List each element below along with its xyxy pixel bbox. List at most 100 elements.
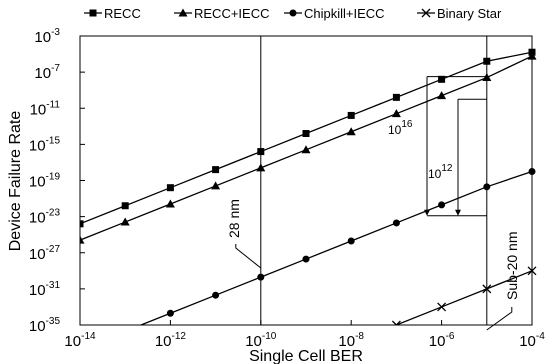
data-point-binary-star <box>391 320 401 325</box>
data-point-chipkill-iecc <box>483 183 491 191</box>
y-tick-label-base: 10 <box>29 210 46 227</box>
y-tick-label-exponent: -3 <box>51 27 60 38</box>
y-tick-label-exponent: -7 <box>51 63 60 74</box>
data-point-recc-iecc <box>482 73 492 82</box>
data-point-recc-iecc <box>346 127 356 136</box>
data-point-recc-iecc <box>301 145 311 154</box>
y-tick-label-base: 10 <box>29 318 46 335</box>
y-tick-label-exponent: -35 <box>46 316 61 327</box>
x-axis-label: Single Cell BER <box>249 348 363 364</box>
x-axis: 10-14 10-12 10-10 10-8 10-6 10-4 <box>64 320 545 350</box>
y-tick-label-base: 10 <box>30 101 47 118</box>
y-tick-label: 10-15 <box>29 135 61 154</box>
series-line-extension-chipkill-iecc <box>140 312 171 325</box>
legend-marker-recc <box>89 9 97 17</box>
data-point-binary-star <box>527 266 537 276</box>
data-point-recc <box>302 130 310 138</box>
x-tick-label-base: 10 <box>519 333 536 350</box>
legend-label-recc: RECC <box>104 6 141 21</box>
y-tick-label: 10-3 <box>34 27 60 46</box>
x-tick-label-exponent: -6 <box>445 331 454 342</box>
y-tick-label: 10-35 <box>29 316 61 335</box>
y-tick-label-base: 10 <box>34 65 51 82</box>
data-point-chipkill-iecc <box>212 291 220 299</box>
y-tick-label: 10-11 <box>30 99 61 118</box>
legend-item-chipkill-iecc: Chipkill+IECC <box>284 6 385 21</box>
legend-marker-recc-iecc <box>178 8 188 17</box>
y-tick-label-exponent: -27 <box>46 244 61 255</box>
legend-item-recc: RECC <box>84 6 141 21</box>
legend-item-binary-star: Binary Star <box>417 6 502 21</box>
x-tick-label: 10-10 <box>245 331 277 350</box>
legend-marker-chipkill-iecc <box>289 9 297 17</box>
x-tick-label-exponent: -12 <box>172 331 187 342</box>
data-point-recc <box>80 220 84 228</box>
y-tick-label-exponent: -23 <box>46 208 61 219</box>
label-28nm: 28 nm <box>226 199 242 238</box>
ratio-label-12: 1012 <box>428 163 453 181</box>
data-point-chipkill-iecc <box>438 201 446 209</box>
data-point-recc-iecc <box>391 109 401 118</box>
data-point-recc-iecc <box>437 91 447 100</box>
leader-sub20nm <box>486 307 513 331</box>
y-tick-label-base: 10 <box>34 29 51 46</box>
ratio-label-16-exponent: 16 <box>401 119 413 130</box>
label-sub20nm: Sub-20 nm <box>504 232 520 300</box>
series-line-binary-star <box>396 270 533 325</box>
y-tick-label: 10-31 <box>29 280 61 299</box>
series-binary-star <box>391 266 537 325</box>
x-tick-label-base: 10 <box>64 333 81 350</box>
ratio-label-12-base: 10 <box>428 167 442 181</box>
series-layer <box>80 48 537 325</box>
x-tick-label-exponent: -8 <box>355 331 364 342</box>
data-point-recc <box>347 111 355 119</box>
data-point-recc <box>483 57 491 65</box>
ratio-label-12-exponent: 12 <box>441 163 453 174</box>
data-point-chipkill-iecc <box>302 255 310 263</box>
x-tick-label: 10-8 <box>338 331 364 350</box>
legend-label-recc-iecc: RECC+IECC <box>194 6 270 21</box>
y-tick-label-base: 10 <box>29 137 46 154</box>
x-tick-label-base: 10 <box>155 333 172 350</box>
x-tick-label: 10-6 <box>429 331 455 350</box>
legend-marker-binary-star <box>421 8 431 18</box>
data-point-binary-star <box>437 302 447 312</box>
y-axis: 10-310-710-1110-1510-1910-2310-2710-3110… <box>29 27 85 335</box>
plot-area <box>79 35 533 326</box>
y-tick-label-base: 10 <box>29 246 46 263</box>
data-point-binary-star <box>482 284 492 294</box>
data-point-recc-iecc <box>165 199 175 208</box>
data-point-recc-iecc <box>120 217 130 226</box>
data-point-chipkill-iecc <box>528 167 536 175</box>
data-point-chipkill-iecc <box>257 273 265 281</box>
data-point-recc <box>166 184 174 192</box>
y-tick-label: 10-27 <box>29 244 61 263</box>
y-tick-label-exponent: -19 <box>46 172 61 183</box>
legend-item-recc-iecc: RECC+IECC <box>174 6 270 21</box>
data-point-recc-iecc <box>256 163 266 172</box>
data-point-recc <box>257 148 265 156</box>
legend-label-binary-star: Binary Star <box>437 6 502 21</box>
data-point-chipkill-iecc <box>347 237 355 245</box>
data-point-recc-iecc <box>527 51 537 60</box>
x-tick-label-exponent: -10 <box>262 331 277 342</box>
y-tick-label: 10-19 <box>29 172 61 191</box>
legend-label-chipkill-iecc: Chipkill+IECC <box>304 6 385 21</box>
data-point-recc <box>121 202 129 210</box>
x-tick-label-base: 10 <box>429 333 446 350</box>
x-tick-label-exponent: -14 <box>81 331 96 342</box>
y-tick-label-exponent: -11 <box>46 99 60 110</box>
data-point-recc <box>212 166 220 174</box>
y-tick-label-exponent: -15 <box>46 135 61 146</box>
ratio-label-16: 1016 <box>388 119 413 137</box>
y-tick-label-base: 10 <box>29 174 46 191</box>
x-tick-label-base: 10 <box>245 333 262 350</box>
y-tick-label: 10-23 <box>29 208 61 227</box>
data-point-recc-iecc <box>80 235 85 244</box>
x-tick-label: 10-4 <box>519 331 545 350</box>
data-point-recc-iecc <box>211 181 221 190</box>
leader-28nm <box>235 244 262 269</box>
series-chipkill-iecc <box>140 167 536 325</box>
y-axis-label: Device Failure Rate <box>7 111 24 252</box>
